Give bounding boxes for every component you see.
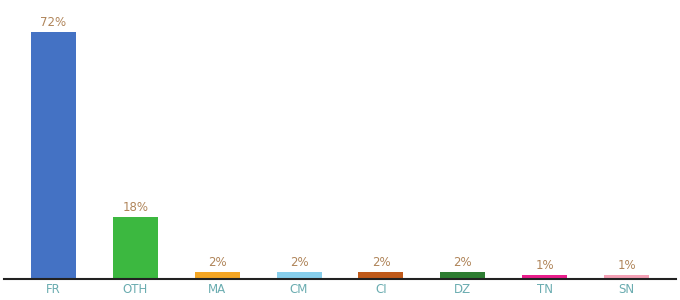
Bar xyxy=(31,32,76,279)
Bar xyxy=(358,272,403,279)
Bar xyxy=(113,217,158,279)
Text: 1%: 1% xyxy=(535,260,554,272)
Text: 1%: 1% xyxy=(617,260,636,272)
Bar xyxy=(277,272,322,279)
Bar xyxy=(441,272,486,279)
Text: 2%: 2% xyxy=(208,256,226,269)
Text: 18%: 18% xyxy=(122,201,148,214)
Bar xyxy=(522,275,567,279)
Text: 72%: 72% xyxy=(40,16,67,29)
Text: 2%: 2% xyxy=(372,256,390,269)
Bar xyxy=(194,272,239,279)
Text: 2%: 2% xyxy=(454,256,472,269)
Text: 2%: 2% xyxy=(290,256,308,269)
Bar xyxy=(604,275,649,279)
